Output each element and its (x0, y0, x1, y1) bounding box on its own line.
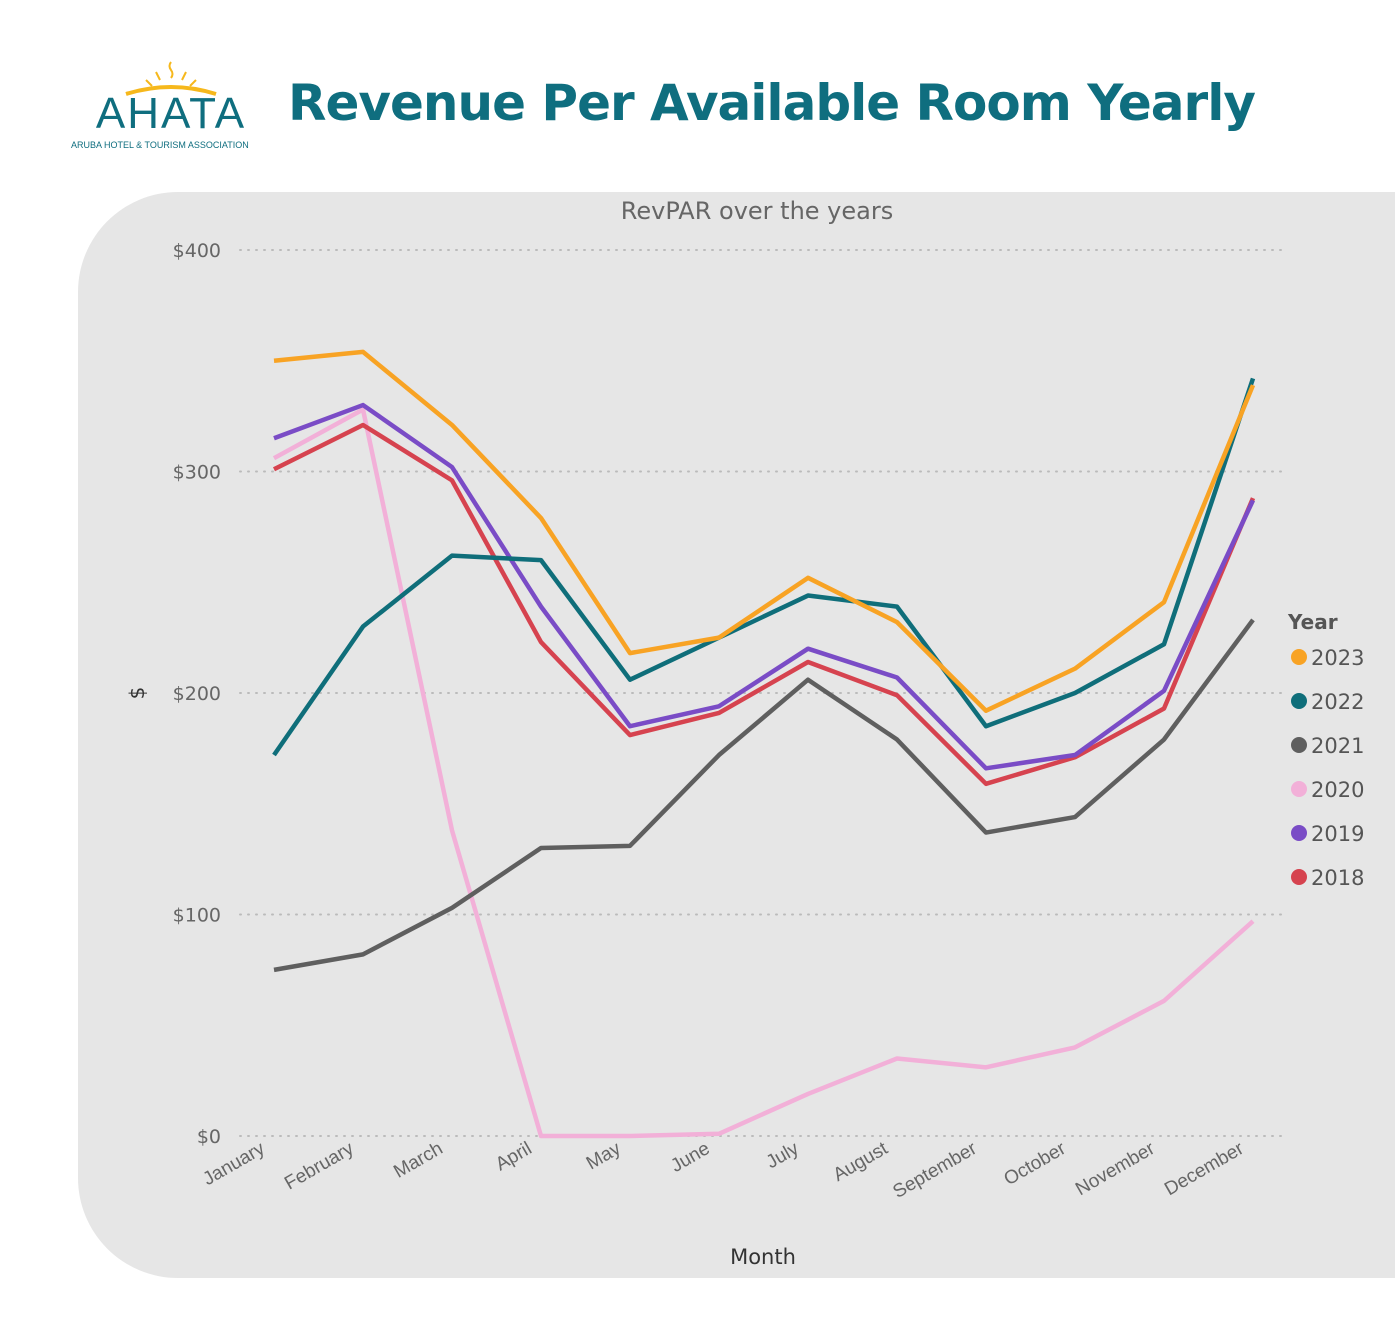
legend-label: 2019 (1311, 822, 1364, 846)
y-tick-label: $200 (173, 683, 221, 705)
x-tick-label: November (1072, 1138, 1159, 1200)
legend-label: 2022 (1311, 690, 1364, 714)
y-tick-label: $0 (197, 1126, 221, 1148)
svg-text:AHATA: AHATA (96, 89, 246, 136)
logo-subtext: ARUBA HOTEL & TOURISM ASSOCIATION (71, 140, 249, 150)
legend-marker-2018 (1291, 869, 1307, 885)
x-tick-label: April (492, 1138, 535, 1175)
y-tick-label: $300 (173, 462, 221, 484)
page-title: Revenue Per Available Room Yearly (288, 74, 1256, 132)
legend-label: 2018 (1311, 866, 1364, 890)
legend-label: 2021 (1311, 734, 1364, 758)
legend-marker-2020 (1291, 781, 1307, 797)
x-tick-label: September (890, 1138, 982, 1203)
x-tick-label: July (763, 1138, 803, 1173)
legend-label: 2023 (1311, 646, 1364, 670)
x-tick-label: February (281, 1138, 358, 1194)
x-tick-label: May (583, 1138, 625, 1174)
ahata-logo: AHATA (96, 61, 246, 136)
legend-title: Year (1287, 610, 1338, 634)
y-tick-label: $100 (173, 905, 221, 927)
y-tick-label: $400 (173, 240, 221, 262)
x-tick-label: June (667, 1138, 713, 1177)
x-tick-label: October (1000, 1138, 1070, 1190)
series-line-2021 (273, 618, 1255, 973)
legend-marker-2019 (1291, 825, 1307, 841)
legend-marker-2023 (1291, 649, 1307, 665)
chart-title: RevPAR over the years (621, 197, 893, 225)
x-tick-label: December (1161, 1138, 1248, 1200)
series-line-2022 (272, 377, 1256, 757)
series-line-2019 (273, 402, 1256, 771)
y-axis-label: $ (125, 687, 149, 700)
chart-panel (78, 192, 1395, 1278)
x-tick-label: August (830, 1138, 892, 1186)
x-tick-label: March (390, 1138, 446, 1183)
legend-marker-2022 (1291, 693, 1307, 709)
x-axis-label: Month (730, 1245, 796, 1269)
series-line-2018 (272, 422, 1256, 787)
series-line-2023 (273, 349, 1256, 713)
series-line-2020 (272, 407, 1255, 1139)
legend-marker-2021 (1291, 737, 1307, 753)
legend-label: 2020 (1311, 778, 1364, 802)
